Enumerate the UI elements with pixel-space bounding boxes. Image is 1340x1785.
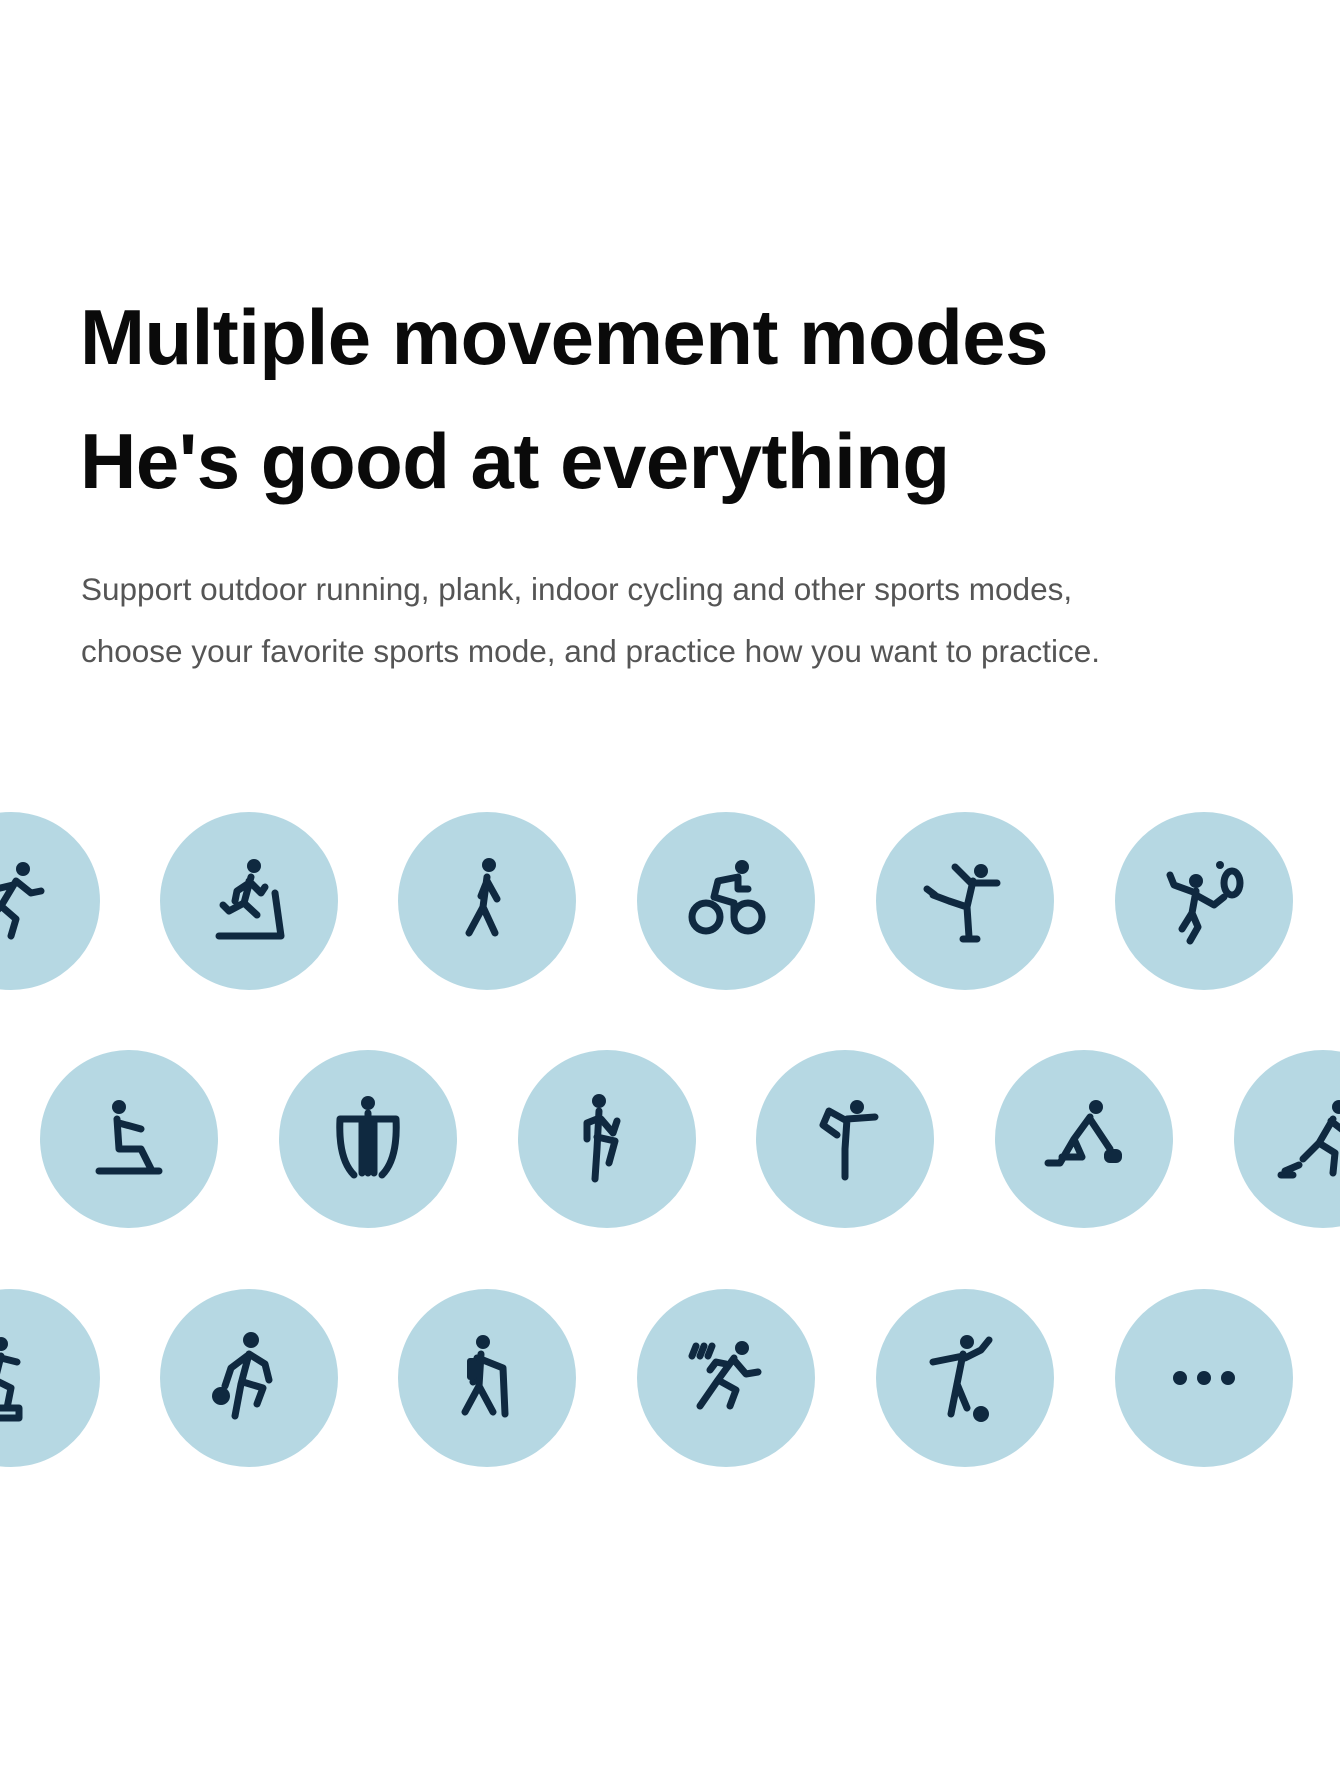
walking-icon <box>465 858 501 937</box>
sport-mode-soccer <box>876 1289 1054 1467</box>
tennis-icon <box>1166 861 1244 945</box>
strength-training-icon <box>336 1096 400 1179</box>
cycling-icon <box>688 860 766 935</box>
hiking-icon <box>461 1335 509 1418</box>
sport-mode-running <box>637 1289 815 1467</box>
sport-mode-more <box>1115 1289 1293 1467</box>
treadmill-icon <box>215 859 285 940</box>
description-line-1: Support outdoor running, plank, indoor c… <box>81 571 1073 607</box>
description-line-2: choose your favorite sports mode, and pr… <box>81 633 1101 669</box>
sport-mode-circle <box>995 1050 1173 1228</box>
sport-mode-sprint <box>1234 1050 1340 1228</box>
sport-mode-walking <box>398 812 576 990</box>
sport-mode-rowing <box>40 1050 218 1228</box>
sport-mode-basketball <box>160 1289 338 1467</box>
rowing-icon <box>95 1100 163 1175</box>
sport-mode-circle <box>40 1050 218 1228</box>
basketball-icon <box>212 1332 273 1420</box>
sport-mode-treadmill <box>160 812 338 990</box>
sport-mode-circle <box>398 1289 576 1467</box>
outdoor-run-icon <box>0 862 45 940</box>
sport-mode-figure-skating <box>876 812 1054 990</box>
sport-mode-circle <box>160 1289 338 1467</box>
sport-mode-circle <box>0 812 100 990</box>
sport-mode-tennis <box>1115 812 1293 990</box>
sport-mode-yoga <box>756 1050 934 1228</box>
description: Support outdoor running, plank, indoor c… <box>81 558 1321 682</box>
sprint-icon <box>1277 1100 1340 1179</box>
sport-mode-circle <box>637 1289 815 1467</box>
soccer-icon <box>929 1335 993 1422</box>
running-icon <box>688 1341 762 1410</box>
sport-mode-circle <box>0 1289 100 1467</box>
yoga-icon <box>819 1100 879 1181</box>
more-icon <box>1173 1371 1235 1385</box>
sport-mode-climbing <box>0 1289 100 1467</box>
climbing-icon <box>0 1337 23 1422</box>
sport-mode-circle <box>1234 1050 1340 1228</box>
sport-mode-outdoor-run <box>0 812 100 990</box>
sport-mode-curling <box>995 1050 1173 1228</box>
sport-mode-strength-training <box>279 1050 457 1228</box>
curling-icon <box>1044 1100 1122 1167</box>
sport-mode-hiking <box>398 1289 576 1467</box>
sport-mode-cycling <box>637 812 815 990</box>
heading-line-2: He's good at everything <box>80 417 950 505</box>
sport-mode-stepper <box>518 1050 696 1228</box>
stepper-icon <box>583 1094 621 1183</box>
figure-skating-icon <box>923 863 1001 943</box>
heading-line-1: Multiple movement modes <box>80 293 1049 381</box>
sport-mode-circle <box>876 1289 1054 1467</box>
sport-modes-grid <box>0 812 1340 1467</box>
sport-mode-circle <box>160 812 338 990</box>
